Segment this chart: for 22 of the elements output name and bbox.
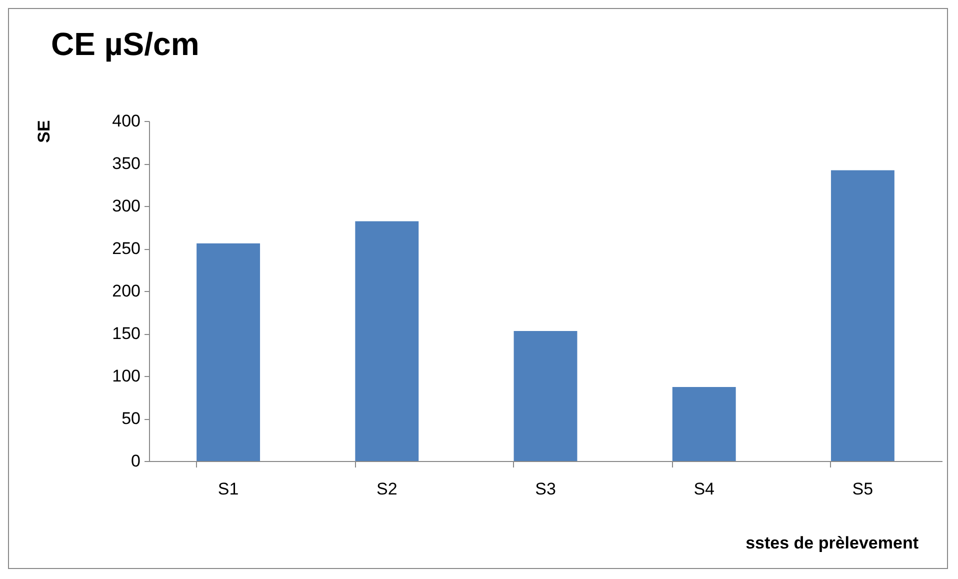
bar bbox=[196, 243, 260, 461]
y-tick-label: 0 bbox=[131, 452, 140, 470]
bar bbox=[830, 170, 894, 461]
x-tick-label: S3 bbox=[535, 480, 556, 498]
y-tick-label: 350 bbox=[112, 154, 140, 173]
bar bbox=[355, 221, 419, 461]
y-axis-title: SE bbox=[34, 120, 54, 143]
x-tick-label: S1 bbox=[218, 480, 239, 498]
x-axis-title: sstes de prèlevement bbox=[746, 534, 919, 552]
y-tick-label: 200 bbox=[112, 282, 140, 300]
bar bbox=[514, 330, 578, 461]
x-tick-label: S4 bbox=[694, 480, 714, 498]
y-tick-label: 250 bbox=[112, 239, 140, 258]
y-tick-label: 150 bbox=[112, 324, 140, 343]
x-tick-label: S2 bbox=[376, 480, 398, 498]
chart-title: CE µS/cm bbox=[51, 26, 200, 62]
y-tick-label: 100 bbox=[112, 366, 140, 386]
x-tick-label: S5 bbox=[852, 480, 874, 498]
y-tick-label: 300 bbox=[112, 196, 140, 216]
y-tick-label: 50 bbox=[122, 409, 140, 428]
y-tick-label: 400 bbox=[112, 112, 140, 130]
bar bbox=[672, 387, 736, 461]
